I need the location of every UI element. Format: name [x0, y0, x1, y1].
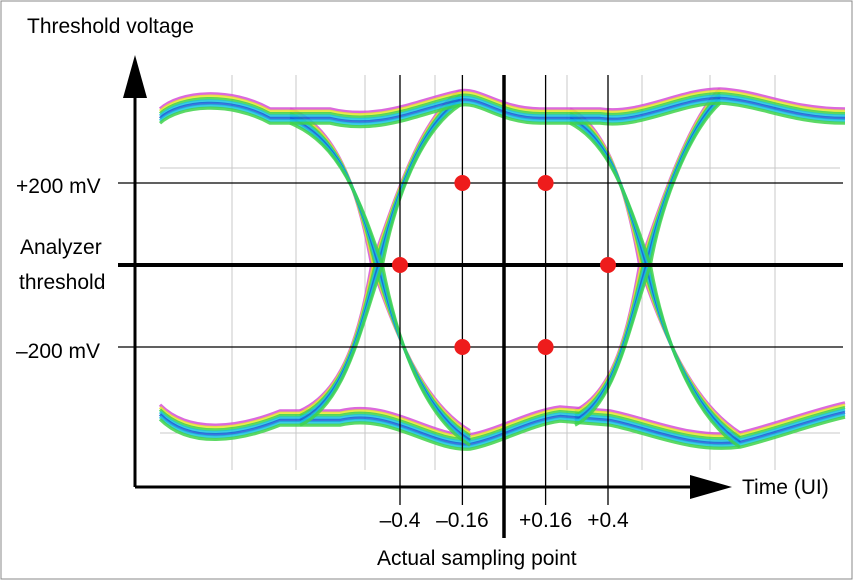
eye-trace	[158, 415, 846, 451]
sample-point-dot	[537, 175, 554, 191]
eye-trace	[158, 410, 846, 447]
sample-point-dot	[454, 175, 471, 191]
sampling-point-label: Actual sampling point	[377, 547, 577, 570]
sample-points	[392, 175, 616, 355]
reference-lines	[118, 75, 843, 538]
eye-trace	[158, 96, 846, 124]
y-axis-label: Threshold voltage	[27, 15, 194, 38]
x-axis-label: Time (UI)	[742, 476, 829, 499]
eye-trace	[158, 91, 846, 119]
y-axis-arrow	[123, 55, 147, 98]
tick-label: +0.4	[587, 509, 629, 532]
eye-trace	[158, 101, 846, 129]
tick-label: –0.16	[436, 509, 489, 532]
eye-trace	[158, 94, 846, 121]
eye-trace	[158, 89, 846, 117]
eye-trace	[158, 413, 846, 449]
sample-point-dot	[600, 257, 616, 273]
x-axis-arrow	[690, 475, 732, 499]
axes	[123, 55, 732, 499]
analyzer-label-line2: threshold	[19, 271, 105, 294]
eye-trace	[158, 99, 846, 126]
eye-trace	[158, 408, 846, 444]
tick-labels: –0.4 –0.16 +0.16 +0.4	[380, 509, 629, 532]
eye-trace	[158, 403, 846, 439]
sample-point-dot	[537, 339, 554, 355]
analyzer-label-line1: Analyzer	[20, 236, 102, 259]
eye-trace	[158, 401, 846, 437]
tick-label: –0.4	[380, 509, 421, 532]
plus-200-label: +200 mV	[16, 175, 101, 198]
minus-200-label: –200 mV	[16, 340, 100, 363]
sample-point-dot	[392, 257, 408, 273]
sample-point-dot	[454, 339, 471, 355]
eye-trace	[158, 406, 846, 442]
eye-trace	[158, 87, 846, 114]
tick-label: +0.16	[519, 509, 572, 532]
